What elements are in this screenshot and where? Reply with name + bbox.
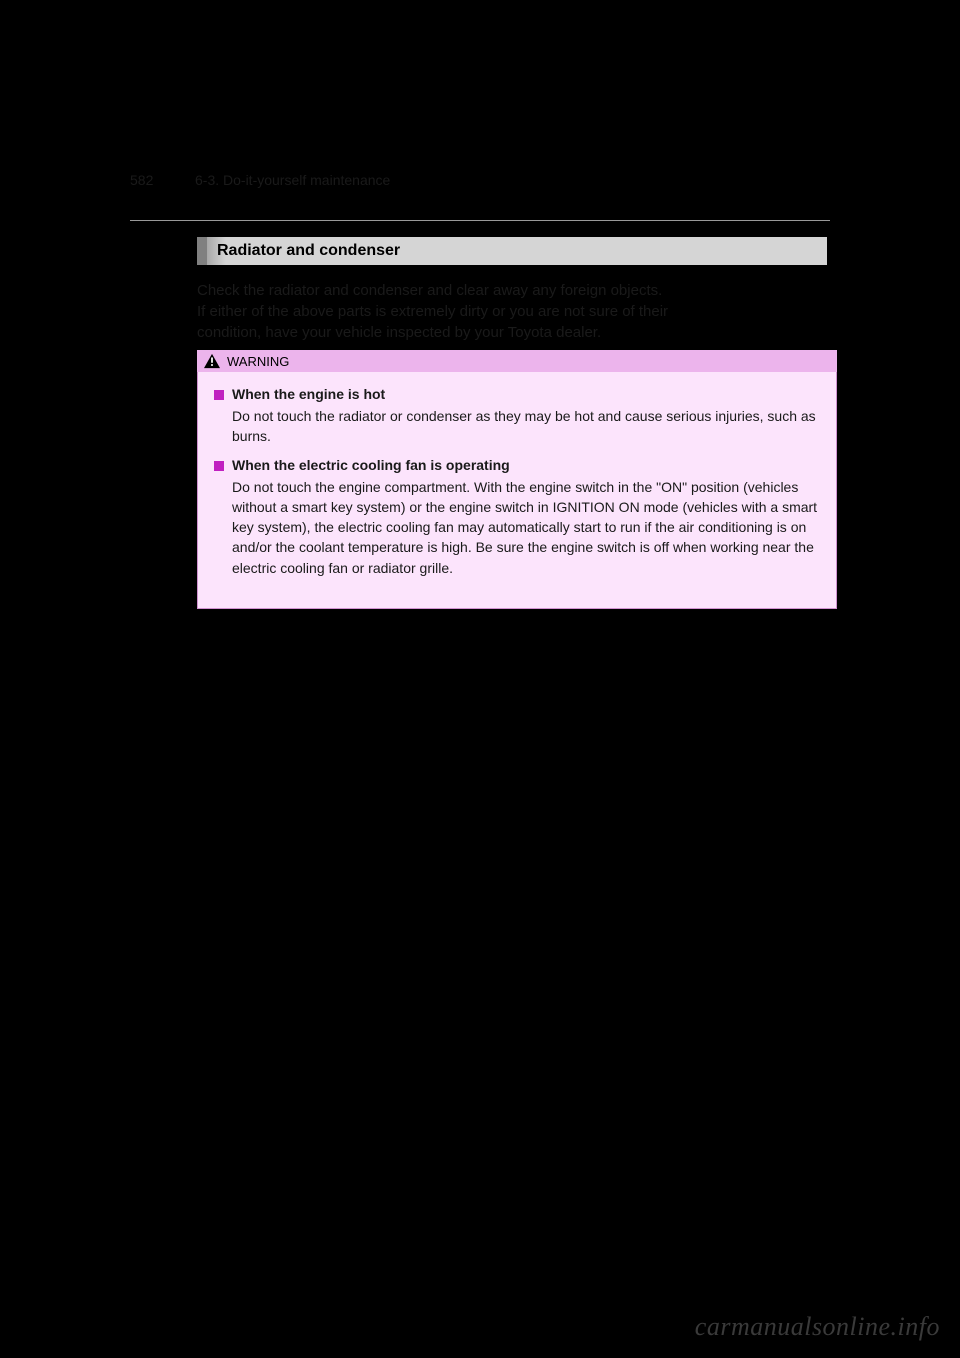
horizontal-rule (130, 220, 830, 221)
warning-box: WARNING When the engine is hot Do not to… (197, 350, 837, 609)
warning-triangle-icon (203, 353, 221, 369)
manual-page: 582 6-3. Do-it-yourself maintenance Radi… (0, 0, 960, 1358)
warning-label: WARNING (227, 354, 289, 369)
warning-item-text: Do not touch the engine compartment. Wit… (232, 477, 820, 578)
page-number: 582 (130, 172, 153, 188)
warning-header: WARNING (197, 350, 837, 372)
warning-content: When the engine is hot Do not touch the … (197, 372, 837, 609)
body-text-line: If either of the above parts is extremel… (197, 301, 827, 322)
watermark: carmanualsonline.info (695, 1312, 940, 1342)
warning-item-heading: When the engine is hot (232, 386, 385, 402)
warning-item-heading: When the electric cooling fan is operati… (232, 457, 510, 473)
body-text-line: condition, have your vehicle inspected b… (197, 322, 827, 343)
warning-item: When the engine is hot (214, 386, 820, 402)
section-reference: 6-3. Do-it-yourself maintenance (195, 172, 390, 188)
section-header: Radiator and condenser (197, 237, 827, 265)
warning-item: When the electric cooling fan is operati… (214, 457, 820, 473)
square-bullet-icon (214, 461, 224, 471)
body-text-line: Check the radiator and condenser and cle… (197, 280, 827, 301)
warning-item-text: Do not touch the radiator or condenser a… (232, 406, 820, 447)
square-bullet-icon (214, 390, 224, 400)
section-title: Radiator and condenser (217, 242, 400, 260)
